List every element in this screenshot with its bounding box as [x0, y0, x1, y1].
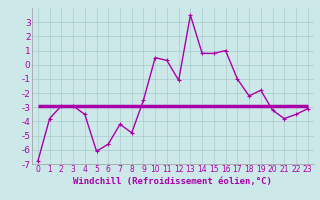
- X-axis label: Windchill (Refroidissement éolien,°C): Windchill (Refroidissement éolien,°C): [73, 177, 272, 186]
